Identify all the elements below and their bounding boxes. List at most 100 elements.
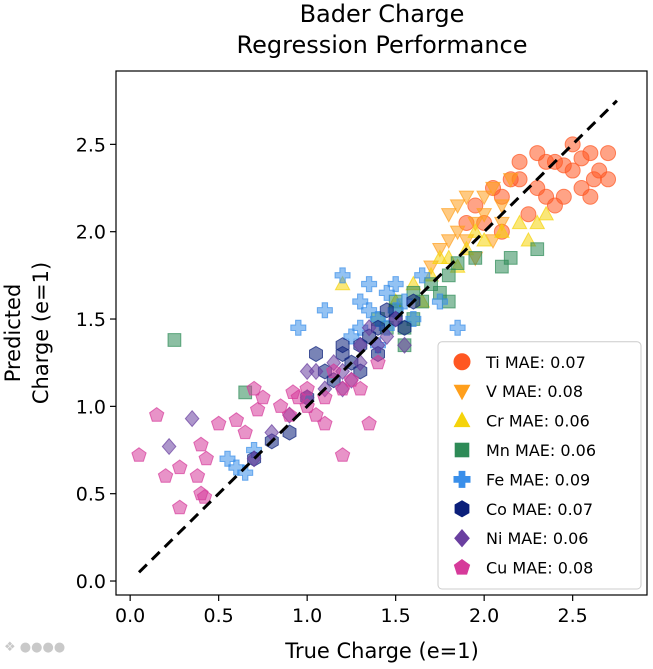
x-tick-label: 2.5 [558,605,588,627]
data-point-fe [405,311,422,328]
data-point-cu [131,447,147,462]
legend-marker-ti [453,353,471,371]
data-point-cu [308,406,324,422]
data-point-ti [511,153,528,170]
data-point-fe [352,293,369,310]
data-point-cu [334,447,351,462]
data-point-cr [511,214,528,230]
data-point-cu [317,415,333,431]
y-axis-label-line-2: Charge (e=1) [29,262,53,404]
data-point-cu [299,380,315,396]
data-point-cr [493,223,510,238]
data-point-ti [585,171,602,188]
data-point-cu [196,489,213,504]
legend-label-ti: Ti MAE: 0.07 [485,353,586,372]
y-tick-label: 1.0 [76,396,106,418]
data-point-cu [149,406,165,422]
data-point-ti [573,150,590,167]
data-point-v [458,190,475,206]
legend-marker-cr [453,411,471,428]
data-point-mn [530,242,545,257]
data-point-cr [529,214,546,230]
legend-label-cr: Cr MAE: 0.06 [486,412,590,431]
data-point-fe [334,267,351,284]
data-point-v [449,225,466,241]
legend-marker-cu [453,558,471,575]
legend-marker-v [453,384,471,401]
x-tick-label: 1.5 [381,605,411,627]
data-point-fe [219,450,236,467]
legend-marker-fe [453,470,471,488]
watermark: ❖ ●●●● [4,640,66,655]
data-point-v [440,208,457,223]
y-tick-label: 1.5 [76,309,106,331]
data-point-v [485,181,501,197]
x-tick-label: 2.0 [469,605,499,627]
legend-label-fe: Fe MAE: 0.09 [486,470,590,489]
data-point-cr [431,249,448,265]
data-point-fe [387,276,404,293]
legend-label-ni: Ni MAE: 0.06 [486,529,588,548]
data-point-cu [246,380,262,396]
x-tick-label: 0.5 [204,605,234,627]
data-point-ni [352,354,368,372]
data-point-ni [184,409,200,428]
data-point-cu [343,372,360,387]
data-point-ti [600,145,617,162]
data-point-v [493,199,510,215]
data-point-cr [476,231,493,247]
data-point-cr [467,223,484,238]
data-point-co [353,363,368,380]
data-point-ti [529,145,546,162]
y-tick-label: 0.0 [76,571,106,593]
data-point-ni [397,336,412,354]
legend-marker-mn [454,442,470,458]
data-point-co [335,337,350,354]
data-point-cu [361,415,377,431]
data-point-ti [555,157,572,174]
data-point-cu [172,459,188,475]
x-tick-label: 0.0 [115,605,145,627]
legend-marker-ni [454,529,470,548]
data-point-ni [161,437,177,456]
data-point-ti [538,188,555,205]
chart-title-line-1: Bader Charge [300,0,465,28]
data-point-fe [414,267,431,284]
data-point-co [309,345,323,363]
y-tick-label: 2.5 [76,134,106,156]
data-point-v [502,173,519,188]
data-point-cu [198,450,214,466]
data-point-cu [370,354,386,370]
data-point-cu [326,363,342,378]
data-point-cu [237,424,253,440]
data-point-fe [316,302,333,319]
data-point-cu [157,468,174,483]
data-point-v [440,234,457,249]
data-point-v [485,234,501,249]
data-point-cu [285,384,301,399]
identity-reference-line [137,99,618,574]
data-point-v [476,208,493,223]
data-point-fe [290,319,307,336]
data-point-ni [361,319,377,337]
chart-title-line-2: Regression Performance [237,31,528,59]
plot-frame [115,70,648,596]
legend-box [437,341,642,590]
data-point-ni [299,362,315,381]
data-point-mn [494,259,509,274]
data-point-cu [172,499,188,515]
data-point-cu [189,468,206,483]
legend-label-co: Co MAE: 0.07 [486,500,593,519]
legend-label-cu: Cu MAE: 0.08 [486,559,593,578]
data-point-ti [600,171,617,188]
x-tick-label: 1.0 [292,605,322,627]
data-point-mn [167,333,182,347]
data-point-cu [249,401,266,417]
data-point-fe [361,276,378,293]
legend-label-v: V MAE: 0.08 [486,382,583,401]
data-point-cu [272,398,289,413]
data-point-cu [193,436,209,452]
data-point-fe [378,284,395,301]
